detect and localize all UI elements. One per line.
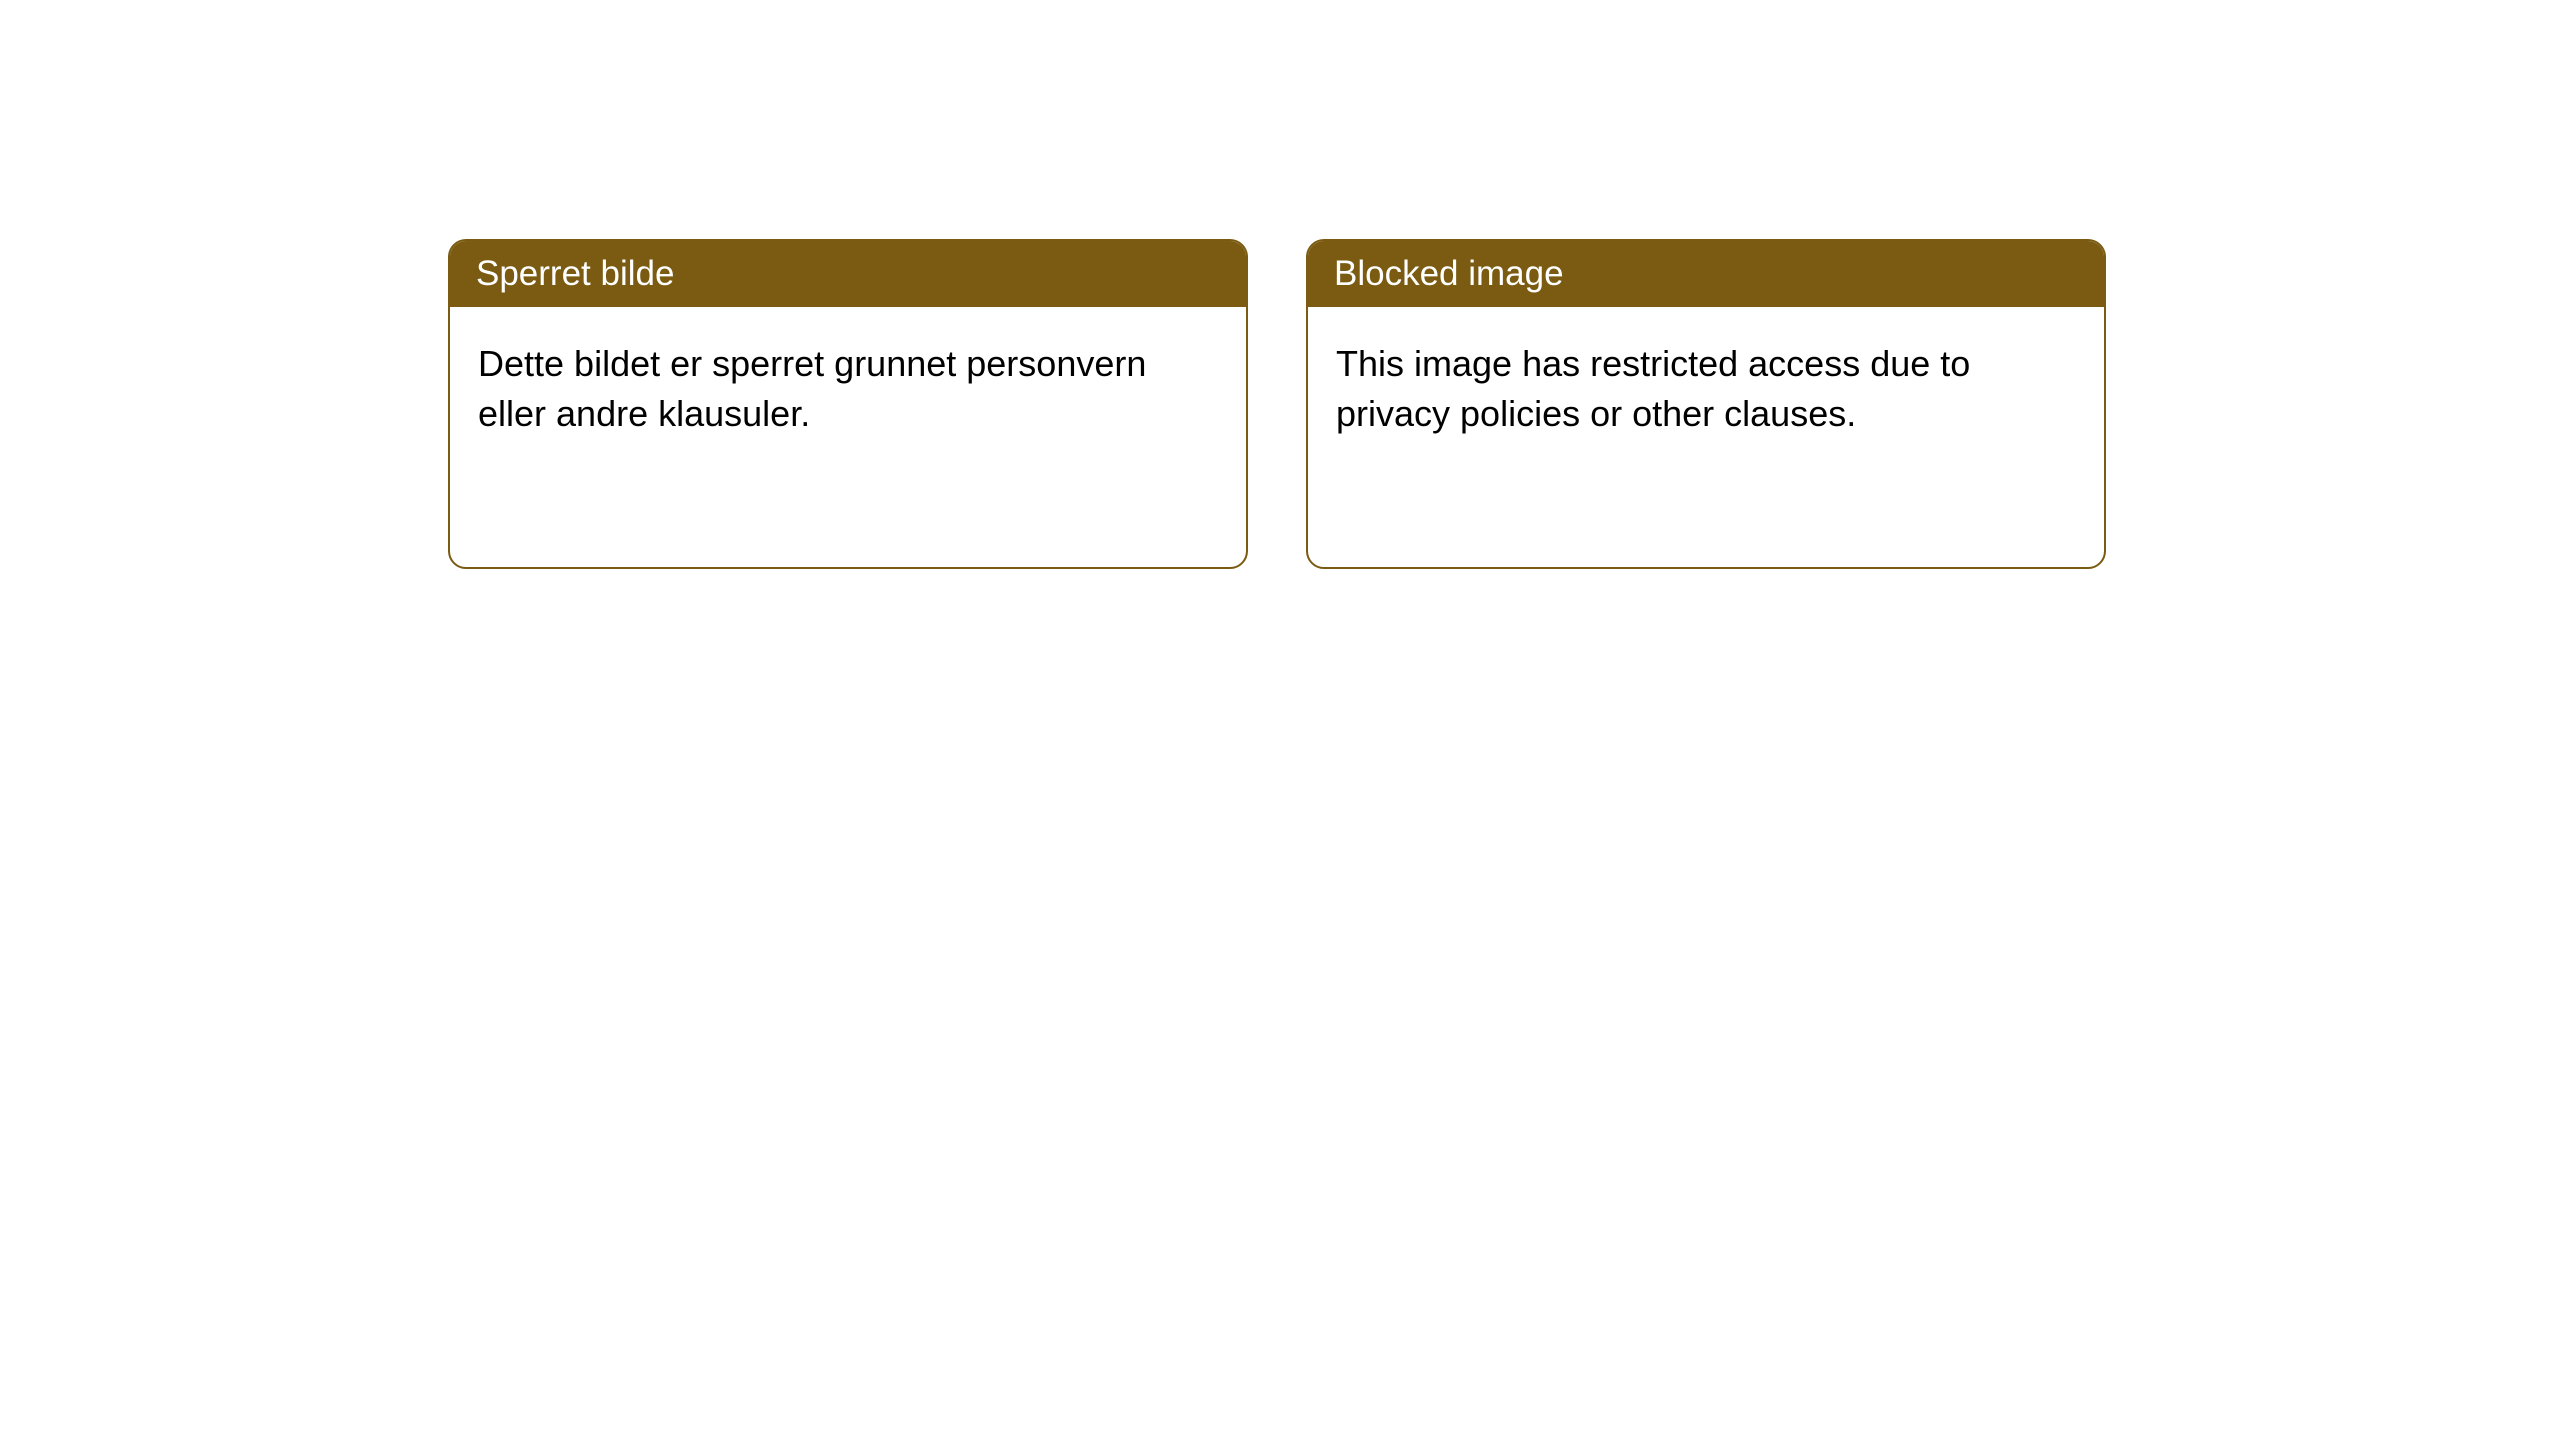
card-header-en: Blocked image	[1308, 241, 2104, 307]
blocked-image-card-no: Sperret bilde Dette bildet er sperret gr…	[448, 239, 1248, 569]
card-body-en: This image has restricted access due to …	[1308, 307, 2104, 472]
notice-container: Sperret bilde Dette bildet er sperret gr…	[0, 0, 2560, 569]
blocked-image-card-en: Blocked image This image has restricted …	[1306, 239, 2106, 569]
card-body-no: Dette bildet er sperret grunnet personve…	[450, 307, 1246, 472]
card-header-no: Sperret bilde	[450, 241, 1246, 307]
